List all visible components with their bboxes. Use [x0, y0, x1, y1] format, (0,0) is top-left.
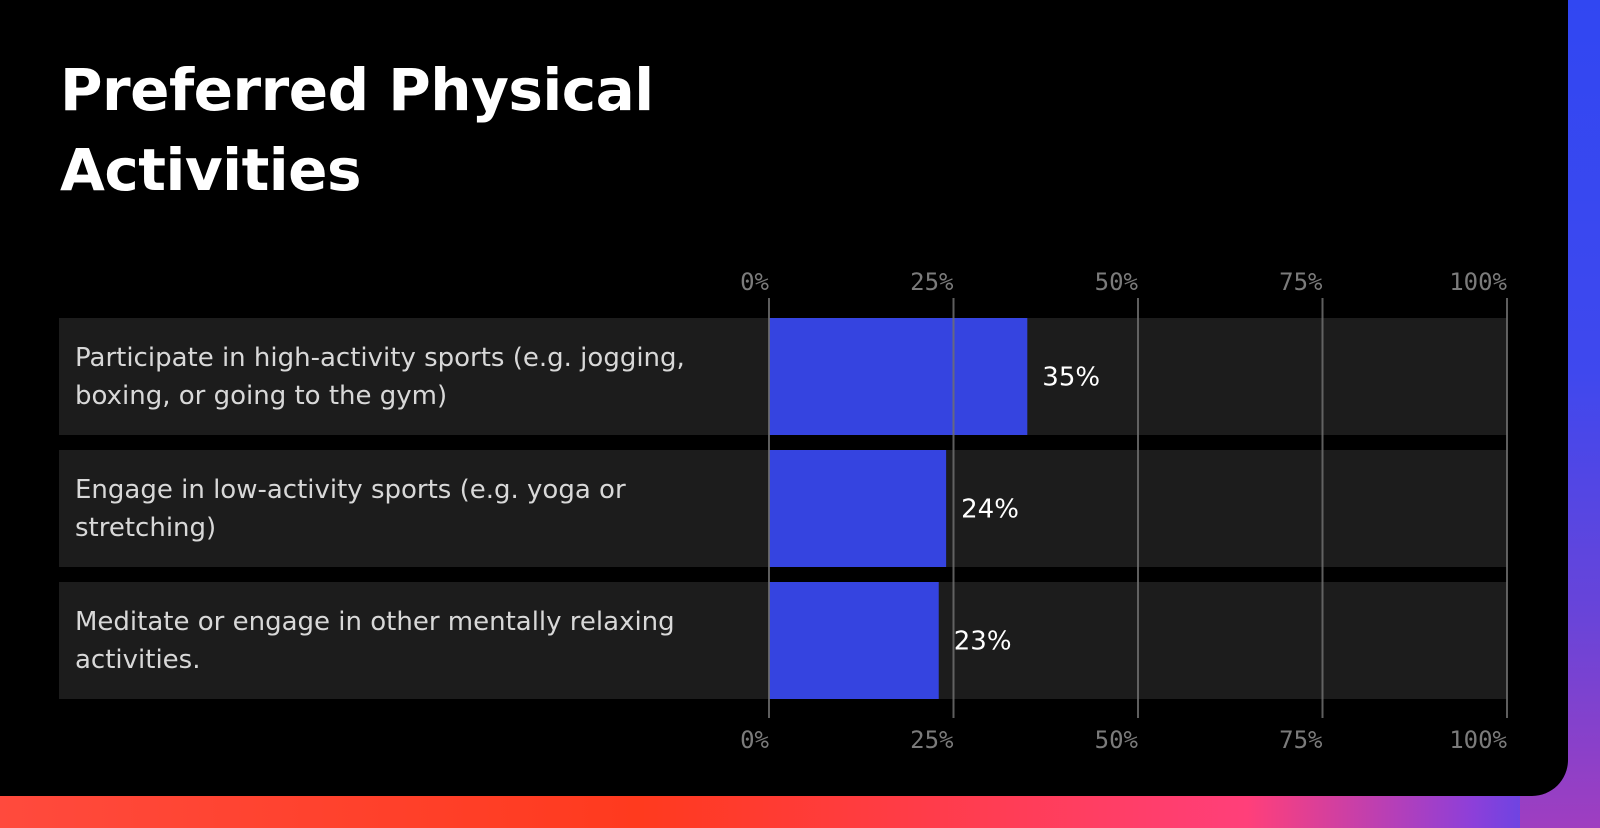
tick-label-bottom: 0%: [740, 726, 769, 754]
category-label-line: Meditate or engage in other mentally rel…: [75, 607, 675, 637]
tick-label-top: 50%: [1095, 268, 1139, 296]
bar-chart: 0% 0% 25% 25% 50% 50% 75% 75% 100% 100% Participat…: [59, 268, 1508, 754]
tick-label-top: 100%: [1449, 268, 1507, 296]
bar: [769, 582, 939, 699]
tick-label-top: 25%: [910, 268, 954, 296]
value-label: 24%: [961, 495, 1019, 525]
chart-title: Preferred Physical Activities: [60, 56, 654, 204]
tick-label-bottom: 75%: [1279, 726, 1323, 754]
category-label-line: stretching): [75, 513, 216, 543]
bar: [769, 318, 1028, 435]
category-label: Meditate or engage in other mentally rel…: [75, 607, 675, 675]
tick-label-bottom: 25%: [910, 726, 954, 754]
category-label-line: boxing, or going to the gym): [75, 381, 447, 411]
category-label: Engage in low-activity sports (e.g. yoga…: [75, 475, 626, 543]
tick-label-bottom: 50%: [1095, 726, 1139, 754]
value-label: 35%: [1042, 363, 1100, 393]
category-label-line: Engage in low-activity sports (e.g. yoga…: [75, 475, 626, 505]
category-label-line: Participate in high-activity sports (e.g…: [75, 343, 685, 373]
tick-label-top: 0%: [740, 268, 769, 296]
chart-card: Preferred Physical Activities 0% 0% 25% 25%…: [59, 56, 1508, 754]
value-label: 23%: [954, 627, 1012, 657]
bar: [769, 450, 947, 567]
category-label: Participate in high-activity sports (e.g…: [75, 343, 685, 411]
category-label-line: activities.: [75, 645, 200, 675]
tick-label-bottom: 100%: [1449, 726, 1507, 754]
tick-label-top: 75%: [1279, 268, 1323, 296]
